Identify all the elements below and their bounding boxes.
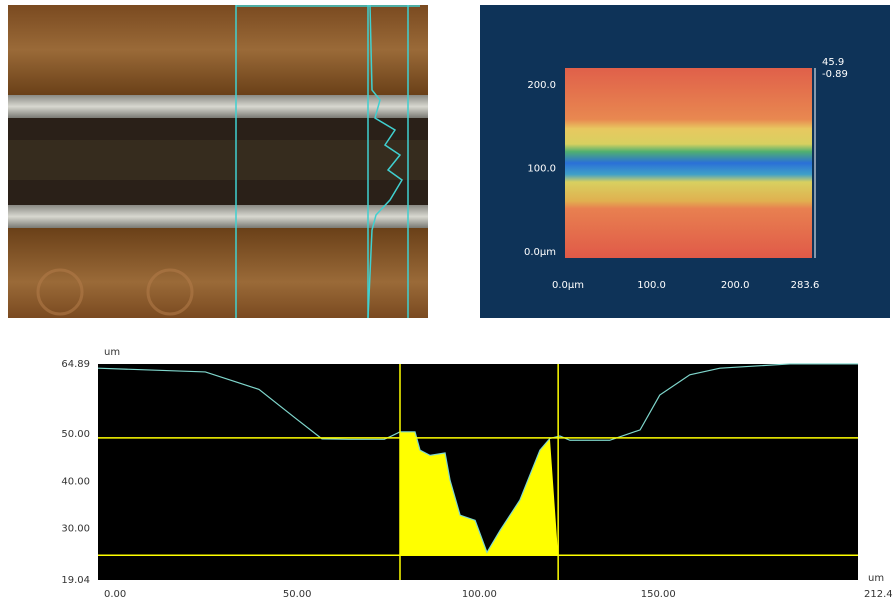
y-tick-label: 30.00 xyxy=(61,523,90,534)
y-tick-label: 19.04 xyxy=(61,575,90,586)
x-tick-label: 0.0µm xyxy=(552,280,584,291)
y-tick-label: 200.0 xyxy=(527,80,556,91)
x-tick-label: 100.0 xyxy=(637,280,666,291)
x-tick-label: 212.4 xyxy=(864,589,893,600)
y-tick-label: 0.0µm xyxy=(524,247,556,258)
x-axis-label: um xyxy=(868,573,884,584)
y-tick-label: 50.00 xyxy=(61,429,90,440)
micrograph xyxy=(8,5,428,318)
y-tick-label: 40.00 xyxy=(61,476,90,487)
figure: 45.9 -0.89 um um 0.0µm 100.0 200.0 283.6 0.0… xyxy=(0,0,896,606)
z-max-label: 45.9 xyxy=(822,57,844,68)
x-tick-label: 150.00 xyxy=(641,589,676,600)
z-min-label: -0.89 xyxy=(822,69,848,80)
x-tick-label: 283.6 xyxy=(791,280,820,291)
y-axis-label: um xyxy=(104,347,120,358)
x-tick-label: 100.00 xyxy=(462,589,497,600)
surface-image xyxy=(565,68,812,258)
x-tick-label: 0.00 xyxy=(104,589,126,600)
y-tick-label: 100.0 xyxy=(527,164,556,175)
x-tick-label: 50.00 xyxy=(283,589,312,600)
x-tick-label: 200.0 xyxy=(721,280,750,291)
y-tick-label: 64.89 xyxy=(61,359,90,370)
